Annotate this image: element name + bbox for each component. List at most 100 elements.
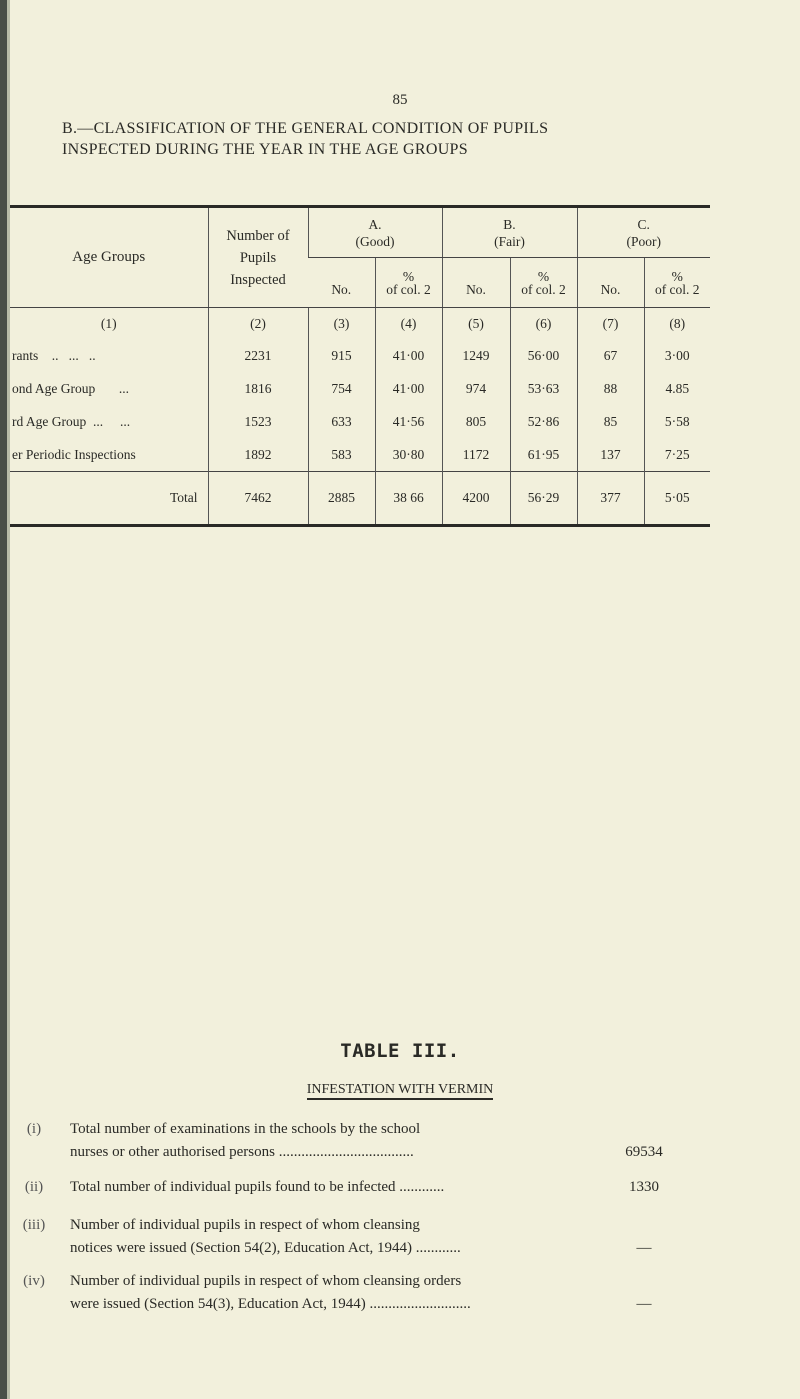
group-letter: C. — [637, 216, 650, 232]
item-text: Number of individual pupils in respect o… — [70, 1214, 610, 1260]
group-label: (Good) — [355, 233, 395, 249]
item-text-line2: nurses or other authorised persons .....… — [70, 1144, 414, 1160]
table-cell: 53·63 — [509, 372, 577, 406]
total-row: Total 7462 2885 38 66 4200 56·29 377 5·0… — [10, 471, 710, 526]
col-number: (2) — [207, 307, 308, 340]
section-title-line1: B.—CLASSIFICATION OF THE GENERAL CONDITI… — [62, 120, 549, 137]
table-cell: 3·00 — [643, 339, 710, 373]
col-number: (5) — [441, 307, 510, 340]
header-b-no: No. — [441, 257, 510, 308]
table-cell: 1523 — [207, 405, 308, 439]
row-label: rants .. ... .. — [12, 348, 96, 363]
table-cell: 1249 — [441, 339, 510, 373]
col-number: (3) — [307, 307, 375, 340]
group-label: (Fair) — [494, 233, 525, 249]
col-number: (7) — [576, 307, 644, 340]
page-binding-edge — [0, 0, 7, 1399]
page-number: 85 — [392, 92, 408, 108]
item-text-line1: Number of individual pupils in respect o… — [70, 1273, 462, 1289]
table-cell: 30·80 — [374, 438, 442, 472]
table-cell: 1816 — [207, 372, 308, 406]
table-cell: 7·25 — [643, 438, 710, 472]
table-cell: 974 — [441, 372, 510, 406]
table-cell: 41·00 — [374, 372, 442, 406]
item-text-line1: Number of individual pupils in respect o… — [70, 1217, 420, 1233]
total-cell: 56·29 — [509, 471, 577, 526]
table-cell: 41·00 — [374, 339, 442, 373]
total-cell: 5·05 — [643, 471, 710, 526]
row-label: rd Age Group ... ... — [12, 414, 131, 429]
row-label: er Periodic Inspections — [12, 446, 136, 462]
item-number: (iv) — [23, 1273, 45, 1289]
table-row: er Periodic Inspections 1892 583 30·80 1172 6… — [10, 438, 710, 472]
col-number: (1) — [100, 315, 117, 331]
item-number: (iii) — [22, 1217, 46, 1233]
table-cell: 1172 — [441, 438, 510, 472]
total-cell: 7462 — [207, 471, 308, 526]
header-pupils-inspected: Number of Pupils Inspected — [207, 206, 308, 308]
header-age-groups: Age Groups — [10, 206, 208, 308]
pct-sign: % — [537, 268, 550, 284]
table-cell: 88 — [576, 372, 644, 406]
classification-table: Age Groups Number of Pupils Inspected A.… — [10, 205, 710, 527]
total-cell: 38 66 — [374, 471, 442, 526]
table-row: rants .. ... .. 2231 915 41·00 1249 56·00 67 3·… — [10, 339, 710, 373]
item-text-line2: were issued (Section 54(3), Education Ac… — [70, 1296, 471, 1312]
column-number-row: (1) (2) (3) (4) (5) (6) (7) (8) — [10, 307, 710, 340]
table-cell: 56·00 — [509, 339, 577, 373]
total-cell: 377 — [576, 471, 644, 526]
total-cell: 2885 — [307, 471, 375, 526]
header-a-pct: % of col. 2 — [374, 257, 442, 308]
table-cell: 583 — [307, 438, 375, 472]
row-label: ond Age Group ... — [12, 381, 129, 396]
table3-subtitle: INFESTATION WITH VERMIN — [0, 1082, 800, 1100]
table-cell: 67 — [576, 339, 644, 373]
header-c-pct: % of col. 2 — [643, 257, 710, 308]
item-text-line2: notices were issued (Section 54(2), Educ… — [70, 1240, 461, 1256]
table-cell: 41·56 — [374, 405, 442, 439]
pct-sign: % — [402, 268, 415, 284]
table-cell: 633 — [307, 405, 375, 439]
table-cell: 2231 — [207, 339, 308, 373]
header-group-c: C. (Poor) — [576, 206, 710, 258]
section-title-line2: INSPECTED DURING THE YEAR IN THE AGE GRO… — [62, 141, 468, 158]
col-number: (4) — [374, 307, 442, 340]
item-value: — — [636, 1240, 652, 1256]
table-cell: 85 — [576, 405, 644, 439]
header-group-b: B. (Fair) — [441, 206, 577, 258]
of-col-label: of col. 2 — [521, 281, 566, 297]
table3-subtitle-text: INFESTATION WITH VERMIN — [306, 1082, 494, 1100]
table-cell: 805 — [441, 405, 510, 439]
table3-title: TABLE III. — [340, 1040, 460, 1062]
header-a-no: No. — [308, 257, 375, 308]
table-cell: 137 — [576, 438, 644, 472]
page-binding-shadow — [7, 0, 10, 1399]
table-row: ond Age Group ... 1816 754 41·00 974 53·63 88 4… — [10, 372, 710, 406]
item-number: (ii) — [24, 1179, 44, 1195]
table-cell: 61·95 — [509, 438, 577, 472]
pct-sign: % — [671, 268, 683, 284]
item-value: — — [636, 1296, 652, 1312]
group-letter: B. — [503, 216, 516, 232]
item-value: 1330 — [629, 1179, 659, 1195]
item-text-line1: Total number of individual pupils found … — [70, 1179, 445, 1195]
col-number: (8) — [643, 307, 710, 340]
table-cell: 754 — [307, 372, 375, 406]
table-cell: 5·58 — [643, 405, 710, 439]
item-text-line1: Total number of examinations in the scho… — [70, 1121, 421, 1137]
header-b-pct: % of col. 2 — [509, 257, 577, 308]
item-text: Total number of examinations in the scho… — [70, 1118, 610, 1164]
total-cell: 4200 — [441, 471, 510, 526]
of-col-label: of col. 2 — [386, 281, 431, 297]
section-title: B.—CLASSIFICATION OF THE GENERAL CONDITI… — [62, 118, 548, 160]
group-letter: A. — [368, 216, 382, 232]
item-text: Total number of individual pupils found … — [70, 1176, 610, 1199]
col-number: (6) — [509, 307, 577, 340]
item-number: (i) — [26, 1121, 42, 1137]
table-cell: 1892 — [207, 438, 308, 472]
item-value: 69534 — [625, 1144, 663, 1160]
header-c-no: No. — [576, 257, 644, 308]
table-cell: 915 — [307, 339, 375, 373]
table-row: rd Age Group ... ... 1523 633 41·56 805 52·86… — [10, 405, 710, 439]
group-label: (Poor) — [626, 233, 662, 249]
